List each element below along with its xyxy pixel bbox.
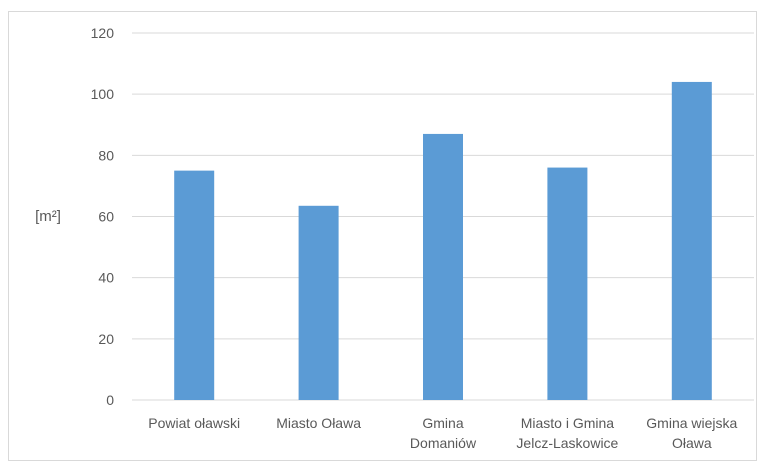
x-category-label-line: Gmina wiejska (646, 415, 737, 431)
x-category-label: Powiat oławski (148, 415, 240, 431)
x-category-label-line: Miasto i Gmina (521, 415, 615, 431)
x-category-label-line: Gmina (422, 415, 463, 431)
y-tick-label: 120 (91, 25, 115, 41)
bar-1 (298, 205, 339, 400)
y-tick-label: 40 (98, 270, 114, 286)
x-category-label-line: Domaniów (410, 435, 477, 451)
x-category-label-line: Jelcz-Laskowice (516, 435, 618, 451)
y-tick-label: 60 (98, 209, 114, 225)
y-tick-label: 0 (106, 392, 114, 408)
x-category-label: Miasto i Gmina Jelcz-Laskowice (516, 415, 618, 451)
bar-0 (174, 170, 215, 400)
bar-4 (671, 81, 712, 400)
y-axis-ticks: 0 20 40 60 80 100 120 (91, 25, 115, 408)
x-category-label-line: Oława (672, 435, 712, 451)
x-category-label-line: Powiat oławski (148, 415, 240, 431)
chart-frame (8, 11, 757, 461)
bar-3 (547, 167, 588, 400)
bar-2 (423, 133, 463, 401)
y-tick-label: 80 (98, 147, 114, 163)
y-axis-title: [m²] (35, 208, 61, 225)
x-category-label-line: Miasto Oława (276, 415, 361, 431)
bars (174, 81, 712, 401)
x-category-label: Gmina Domaniów (410, 415, 477, 451)
x-axis-categories: Powiat oławski Miasto Oława Gmina Domaniów M… (148, 415, 737, 451)
y-tick-label: 100 (91, 86, 115, 102)
x-category-label: Gmina wiejska Oława (646, 415, 737, 451)
x-category-label: Miasto Oława (276, 415, 361, 431)
y-tick-label: 20 (98, 331, 114, 347)
